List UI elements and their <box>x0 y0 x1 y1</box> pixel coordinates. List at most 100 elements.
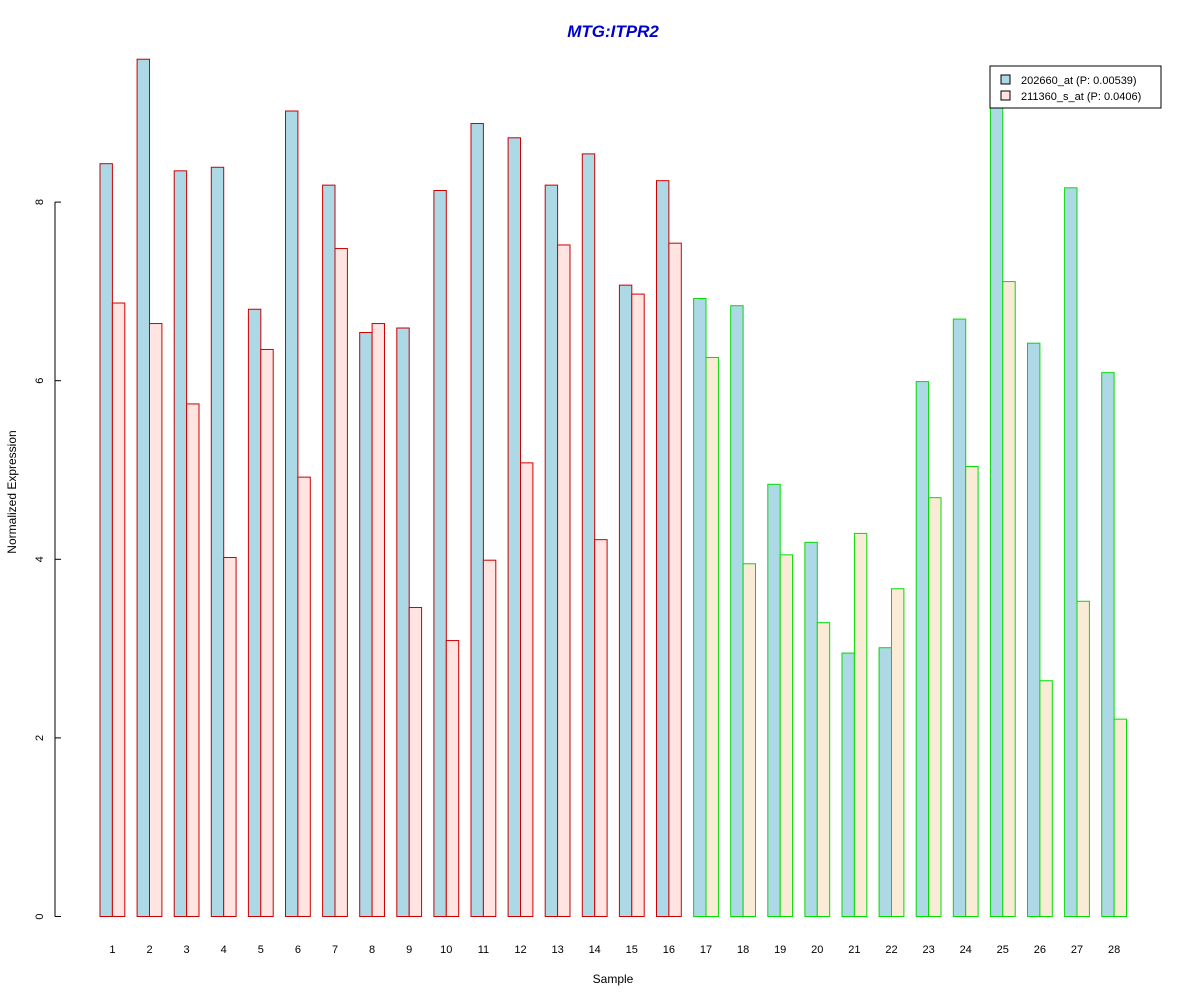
bar-s2-sample-14 <box>594 539 608 918</box>
bar-s1-sample-1 <box>99 163 113 917</box>
x-tick-label-17: 17 <box>700 944 712 956</box>
x-tick-label-14: 14 <box>589 944 601 956</box>
x-tick-label-25: 25 <box>997 944 1009 956</box>
bar-s2-sample-26 <box>1039 680 1053 917</box>
bar-s1-sample-5 <box>247 308 262 917</box>
bar-s1-sample-11 <box>470 123 484 917</box>
bar-s1-sample-23 <box>915 381 930 917</box>
bar-s1-sample-4 <box>210 166 225 917</box>
bar-s2-sample-22 <box>891 588 905 918</box>
x-tick-label-18: 18 <box>737 944 749 956</box>
bar-s1-sample-25 <box>989 67 1004 917</box>
bar-s1-sample-24 <box>952 318 967 917</box>
bar-s1-sample-22 <box>878 647 892 918</box>
bar-s1-sample-19 <box>767 483 781 917</box>
x-tick-label-1: 1 <box>109 944 115 956</box>
bar-s1-sample-18 <box>730 305 744 917</box>
bar-s2-sample-5 <box>260 348 274 917</box>
x-tick-label-23: 23 <box>922 944 934 956</box>
bar-s1-sample-16 <box>656 180 670 918</box>
bar-s1-sample-20 <box>804 541 818 918</box>
x-tick-label-10: 10 <box>440 944 452 956</box>
bar-s1-sample-14 <box>581 153 596 917</box>
x-tick-label-21: 21 <box>848 944 860 956</box>
bar-s2-sample-4 <box>223 557 237 917</box>
y-tick-label-0: 0 <box>34 913 46 919</box>
chart-title: MTG:ITPR2 <box>567 22 659 41</box>
legend-box <box>989 65 1162 109</box>
bar-s1-sample-10 <box>433 189 447 918</box>
x-tick-labels: 1 2 3 4 5 6 7 8 9 10 11 12 13 14 15 16 17 18 19 20 21 22 23 24 2… <box>109 944 1120 956</box>
x-tick-label-11: 11 <box>478 944 489 956</box>
bar-s2-sample-3 <box>186 403 200 918</box>
legend-label-211360: 211360_s_at (P: 0.0406) <box>1021 91 1141 103</box>
x-tick-label-4: 4 <box>221 944 227 956</box>
bar-s2-sample-17 <box>705 356 719 918</box>
bar-s1-sample-7 <box>322 184 336 917</box>
y-tick-label-6: 6 <box>34 378 46 384</box>
bar-s1-sample-3 <box>173 170 188 918</box>
x-tick-label-24: 24 <box>960 944 972 956</box>
bar-s1-sample-27 <box>1064 187 1078 917</box>
x-tick-label-20: 20 <box>811 944 823 956</box>
bar-s2-sample-25 <box>1002 281 1016 917</box>
x-tick-label-15: 15 <box>626 944 638 956</box>
bar-s2-sample-15 <box>631 293 645 917</box>
bar-s2-sample-7 <box>334 248 348 918</box>
bar-s1-sample-12 <box>507 137 522 918</box>
x-tick-label-6: 6 <box>295 944 301 956</box>
x-tick-label-28: 28 <box>1108 944 1120 956</box>
bar-s2-sample-13 <box>557 244 571 917</box>
y-axis: 0 2 4 6 8 <box>34 199 61 920</box>
x-tick-label-27: 27 <box>1071 944 1083 956</box>
bar-s1-sample-28 <box>1101 372 1115 918</box>
bar-s2-sample-1 <box>111 302 126 917</box>
bar-s2-sample-18 <box>742 563 756 917</box>
x-tick-label-22: 22 <box>885 944 897 956</box>
y-axis-label: Normalized Expression <box>5 430 19 553</box>
bar-s2-sample-20 <box>816 622 831 917</box>
bar-s2-sample-10 <box>445 640 460 917</box>
bar-s1-sample-2 <box>136 58 151 918</box>
bar-s1-sample-21 <box>841 652 855 917</box>
bar-s1-sample-9 <box>396 327 410 917</box>
x-tick-label-12: 12 <box>514 944 526 956</box>
y-tick-label-8: 8 <box>34 199 46 205</box>
bars-layer <box>99 58 1127 918</box>
bar-s1-sample-6 <box>285 110 299 917</box>
bar-s2-sample-27 <box>1076 600 1090 918</box>
x-tick-label-26: 26 <box>1034 944 1046 956</box>
x-tick-label-2: 2 <box>146 944 152 956</box>
bar-s2-sample-2 <box>149 323 163 917</box>
bar-s1-sample-13 <box>544 184 559 917</box>
x-tick-label-13: 13 <box>551 944 563 956</box>
x-tick-label-5: 5 <box>258 944 264 956</box>
bar-s2-sample-24 <box>965 465 979 917</box>
legend-swatch-211360 <box>1000 90 1011 101</box>
bar-s2-sample-16 <box>668 242 682 917</box>
x-tick-label-19: 19 <box>774 944 786 956</box>
bar-s2-sample-19 <box>779 554 794 918</box>
bar-s2-sample-23 <box>928 497 942 917</box>
bar-s2-sample-21 <box>853 532 868 918</box>
legend-swatch-202660 <box>1000 74 1011 85</box>
bar-s1-sample-26 <box>1027 342 1041 917</box>
x-tick-label-7: 7 <box>332 944 338 956</box>
x-tick-label-16: 16 <box>663 944 675 956</box>
legend-label-202660: 202660_at (P: 0.00539) <box>1021 75 1137 87</box>
bar-s2-sample-9 <box>408 607 423 918</box>
y-tick-label-2: 2 <box>34 735 46 741</box>
bar-s1-sample-15 <box>618 284 633 917</box>
bar-s2-sample-28 <box>1113 718 1127 918</box>
x-axis-label: Sample <box>593 972 634 986</box>
x-tick-label-9: 9 <box>406 944 412 956</box>
bar-s2-sample-11 <box>482 559 497 917</box>
y-tick-label-4: 4 <box>34 556 46 562</box>
bar-s2-sample-8 <box>371 323 386 917</box>
bar-s1-sample-8 <box>359 331 373 918</box>
bar-s2-sample-6 <box>297 476 311 917</box>
x-tick-label-3: 3 <box>184 944 190 956</box>
x-tick-label-8: 8 <box>369 944 375 956</box>
bar-s2-sample-12 <box>520 462 534 917</box>
